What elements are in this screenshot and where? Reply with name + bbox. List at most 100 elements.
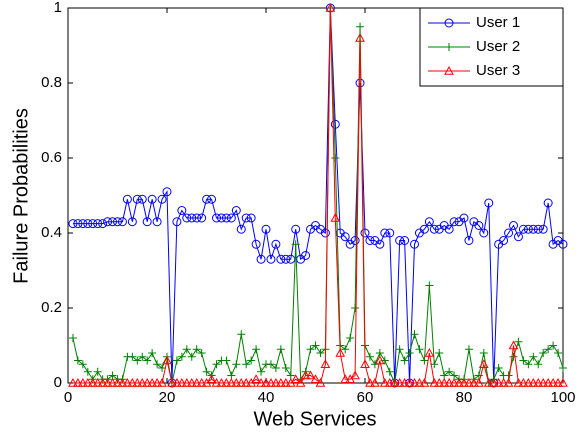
marker — [117, 377, 128, 387]
marker — [92, 377, 103, 387]
y-tick-label: 0 — [54, 374, 62, 391]
marker — [271, 239, 281, 249]
marker — [182, 213, 192, 223]
marker — [429, 224, 439, 234]
marker — [445, 367, 454, 376]
marker — [523, 224, 533, 234]
marker — [474, 221, 484, 230]
marker — [330, 212, 341, 222]
marker — [153, 360, 162, 369]
marker — [256, 377, 266, 387]
marker — [375, 355, 385, 365]
marker — [419, 377, 430, 387]
y-axis-label: Failure Probabilities — [10, 108, 32, 284]
marker — [330, 119, 340, 129]
marker — [157, 194, 167, 204]
marker — [444, 224, 454, 234]
marker — [191, 377, 202, 387]
marker — [356, 22, 365, 31]
marker — [127, 377, 138, 387]
marker — [138, 352, 147, 361]
marker — [157, 377, 167, 387]
marker — [88, 219, 98, 229]
marker — [435, 349, 444, 357]
marker — [305, 370, 316, 380]
marker — [236, 224, 246, 234]
marker — [424, 217, 434, 227]
marker — [444, 18, 454, 28]
marker — [499, 236, 509, 245]
marker — [320, 359, 331, 368]
marker — [73, 356, 82, 365]
marker — [152, 217, 162, 227]
marker — [379, 377, 390, 387]
marker — [509, 221, 518, 230]
marker — [414, 377, 425, 387]
marker — [232, 360, 241, 369]
marker — [360, 228, 370, 238]
marker — [186, 377, 197, 387]
marker — [137, 377, 148, 387]
marker — [341, 345, 350, 354]
marker — [187, 213, 197, 223]
x-tick-label: 20 — [159, 389, 176, 406]
marker — [488, 377, 499, 387]
marker — [404, 377, 415, 387]
marker — [162, 355, 172, 365]
marker — [410, 330, 419, 339]
marker — [216, 213, 226, 223]
marker — [300, 370, 311, 380]
marker — [459, 377, 469, 387]
marker — [251, 239, 261, 249]
marker — [385, 228, 395, 238]
y-tick-label: 0.6 — [41, 149, 62, 166]
marker — [558, 239, 568, 249]
marker — [346, 334, 355, 342]
marker — [316, 349, 325, 357]
marker — [509, 352, 518, 361]
marker — [449, 217, 459, 227]
marker — [350, 236, 360, 245]
marker — [207, 194, 217, 204]
marker — [389, 377, 400, 387]
marker — [434, 377, 445, 387]
marker — [241, 377, 252, 387]
x-tick-label: 80 — [456, 389, 473, 406]
marker — [68, 377, 78, 387]
marker — [503, 377, 514, 387]
marker — [320, 228, 330, 238]
marker — [271, 377, 281, 387]
marker — [504, 228, 514, 238]
marker — [394, 377, 405, 387]
marker — [280, 377, 291, 387]
marker — [454, 377, 464, 387]
marker — [237, 330, 246, 339]
marker — [68, 219, 78, 229]
marker — [508, 340, 519, 350]
marker — [256, 254, 266, 264]
marker — [148, 349, 157, 357]
marker — [400, 236, 410, 245]
marker — [137, 194, 147, 204]
marker — [117, 217, 127, 227]
marker — [147, 377, 157, 387]
legend-label: User 2 — [476, 38, 520, 55]
marker — [410, 239, 419, 249]
marker — [177, 206, 187, 215]
marker — [375, 239, 385, 249]
marker — [405, 349, 414, 357]
marker — [420, 356, 429, 365]
marker — [78, 360, 87, 369]
marker — [112, 377, 123, 387]
marker — [315, 377, 326, 387]
marker — [98, 219, 108, 229]
marker — [400, 356, 409, 365]
marker — [192, 213, 202, 223]
marker — [142, 377, 153, 387]
x-tick-label: 60 — [357, 389, 374, 406]
marker — [212, 213, 221, 223]
marker — [281, 254, 291, 264]
marker — [127, 217, 137, 227]
marker — [132, 194, 142, 204]
